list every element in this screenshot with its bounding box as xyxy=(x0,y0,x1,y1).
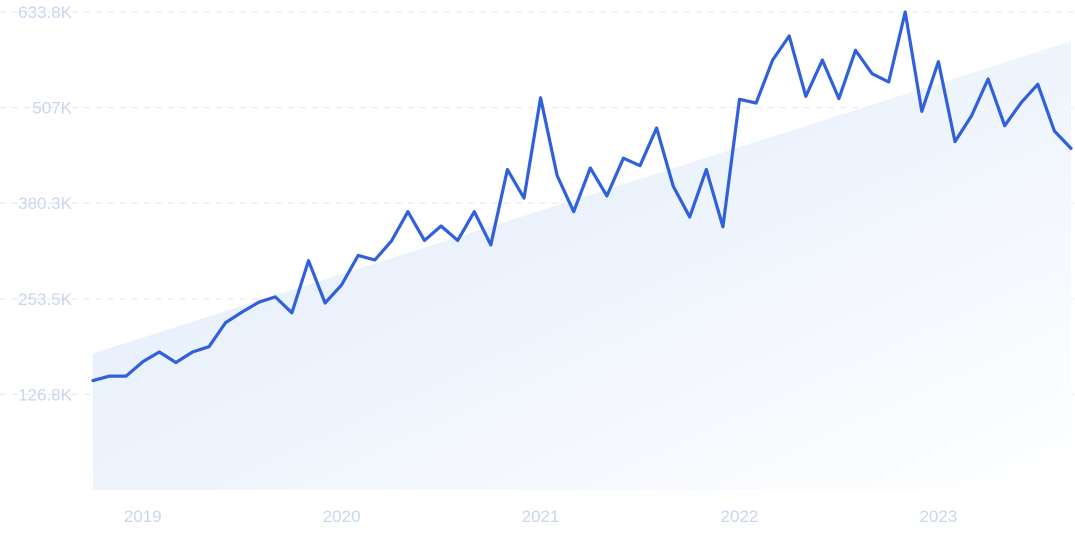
x-tick-label: 2023 xyxy=(919,507,957,526)
x-tick-label: 2020 xyxy=(323,507,361,526)
y-tick-label: 253.5K xyxy=(18,290,73,309)
y-tick-label: 633.8K xyxy=(18,3,73,22)
x-tick-label: 2021 xyxy=(522,507,560,526)
y-axis-ticks: 126.8K 253.5K 380.3K 507K 633.8K xyxy=(18,3,73,404)
series-line xyxy=(91,10,1073,383)
trend-area xyxy=(93,41,1071,490)
x-axis-ticks: 2019 2020 2021 2022 2023 xyxy=(124,507,957,526)
x-tick-label: 2022 xyxy=(721,507,759,526)
x-tick-label: 2019 xyxy=(124,507,162,526)
y-tick-label: 126.8K xyxy=(18,385,73,404)
y-tick-label: 507K xyxy=(32,99,72,118)
y-tick-label: 380.3K xyxy=(18,194,73,213)
